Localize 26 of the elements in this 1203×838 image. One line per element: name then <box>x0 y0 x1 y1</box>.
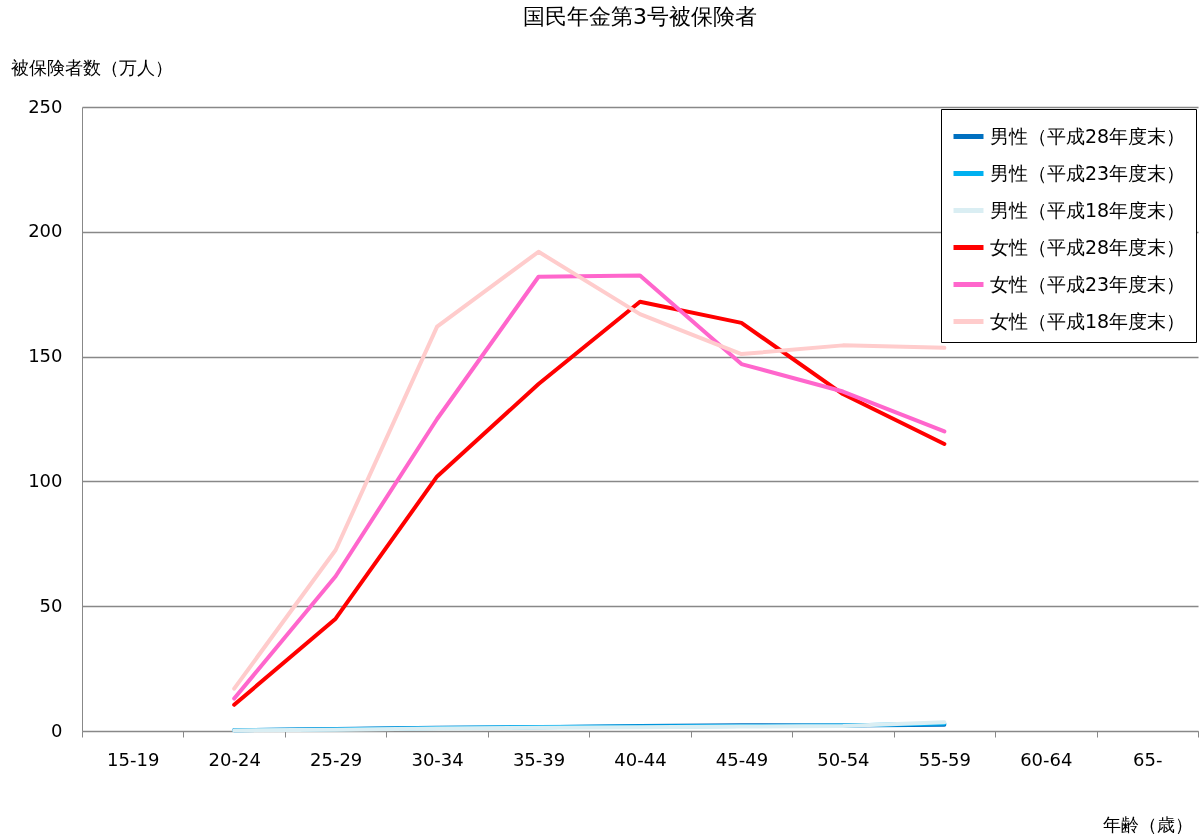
y-tick-label: 150 <box>28 345 63 367</box>
x-tick-label: 65- <box>1133 748 1163 770</box>
y-tick-label: 50 <box>39 594 63 616</box>
y-tick-label: 200 <box>28 220 63 242</box>
y-tick-label: 0 <box>51 719 63 741</box>
x-tick-label: 40-44 <box>614 748 667 770</box>
legend-label: 男性（平成18年度末） <box>990 198 1186 221</box>
x-tick-label: 45-49 <box>715 748 769 770</box>
x-tick-label: 30-34 <box>411 748 464 770</box>
y-tick-label: 100 <box>28 469 63 491</box>
chart-title: 国民年金第3号被保険者 <box>523 4 757 29</box>
legend-label: 女性（平成23年度末） <box>990 272 1186 295</box>
x-tick-label: 50-54 <box>817 748 870 770</box>
x-tick-label: 20-24 <box>208 748 261 770</box>
legend-label: 男性（平成23年度末） <box>990 161 1186 184</box>
y-tick-label: 250 <box>28 95 63 117</box>
y-axis-title: 被保険者数（万人） <box>10 56 173 78</box>
x-tick-label: 15-19 <box>107 748 160 770</box>
x-axis-title: 年齢（歳） <box>1102 813 1193 835</box>
x-tick-label: 25-29 <box>309 748 363 770</box>
x-tick-label: 55-59 <box>918 748 972 770</box>
legend-label: 女性（平成28年度末） <box>990 235 1186 258</box>
legend-label: 女性（平成18年度末） <box>990 309 1186 332</box>
x-tick-label: 60-64 <box>1020 748 1073 770</box>
x-tick-label: 35-39 <box>512 748 566 770</box>
legend-label: 男性（平成28年度末） <box>990 124 1186 147</box>
